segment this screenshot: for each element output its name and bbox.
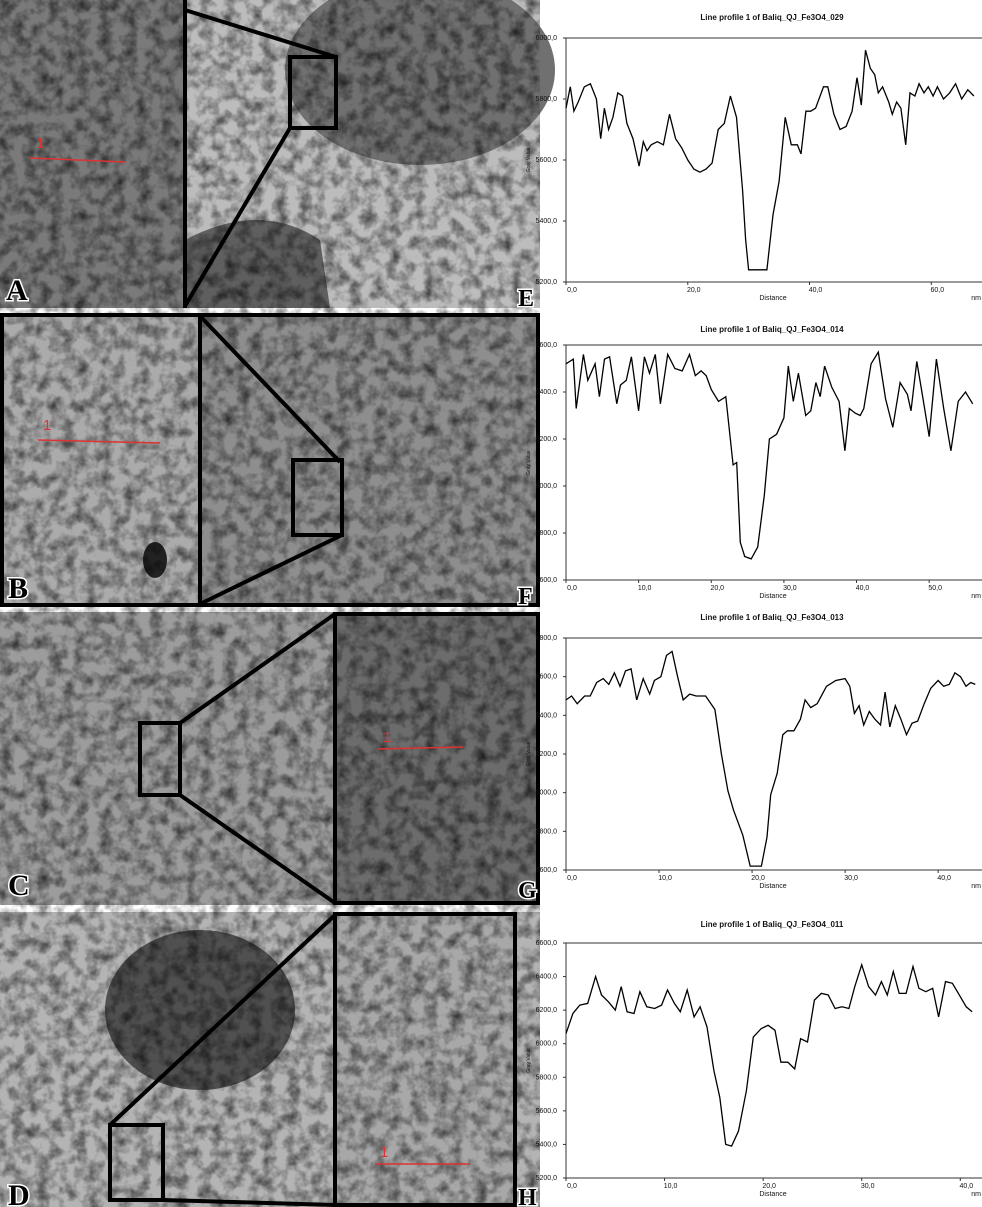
x-axis-label: Distance bbox=[759, 883, 786, 890]
micrographs: 1 1 1 1 A B C D bbox=[0, 0, 555, 1207]
y-tick-label: 5400,0 bbox=[536, 218, 558, 225]
y-tick-label: 5200,0 bbox=[536, 279, 558, 286]
panel-label: B bbox=[8, 572, 28, 605]
y-axis-label: Gray Value bbox=[526, 147, 532, 172]
y-tick-label: 6400,0 bbox=[536, 389, 558, 396]
x-tick-label: 0,0 bbox=[567, 287, 577, 294]
y-axis-label: Gray Value bbox=[526, 741, 532, 766]
x-tick-label: 20,0 bbox=[710, 585, 724, 592]
x-tick-label: 30,0 bbox=[783, 585, 797, 592]
x-axis-label: Distance bbox=[759, 295, 786, 302]
y-tick-label: 6600,0 bbox=[536, 342, 558, 349]
y-tick-label: 5400,0 bbox=[536, 1141, 558, 1148]
chart-title: Line profile 1 of Baliq_QJ_Fe3O4_013 bbox=[700, 613, 844, 622]
x-axis-label: Distance bbox=[759, 593, 786, 600]
plot-frame bbox=[566, 943, 982, 1178]
x-unit: nm bbox=[971, 883, 981, 890]
x-tick-label: 0,0 bbox=[567, 585, 577, 592]
profile-line bbox=[566, 652, 975, 867]
y-tick-label: 5800,0 bbox=[536, 530, 558, 537]
chart-title: Line profile 1 of Baliq_QJ_Fe3O4_011 bbox=[701, 920, 844, 929]
panel-label: D bbox=[8, 1179, 30, 1207]
panel-label: E bbox=[518, 286, 534, 312]
y-tick-label: 6000,0 bbox=[536, 1041, 558, 1048]
y-tick-label: 5800,0 bbox=[536, 828, 558, 835]
x-tick-label: 60,0 bbox=[930, 287, 944, 294]
profile-line bbox=[566, 352, 973, 559]
x-tick-label: 10,0 bbox=[638, 585, 652, 592]
x-tick-label: 40,0 bbox=[959, 1183, 973, 1190]
y-axis-label: Gray Value bbox=[526, 450, 532, 475]
y-tick-label: 5600,0 bbox=[536, 577, 558, 584]
x-tick-label: 40,0 bbox=[937, 875, 951, 882]
y-tick-label: 5600,0 bbox=[536, 157, 558, 164]
y-tick-label: 6000,0 bbox=[536, 35, 558, 42]
x-unit: nm bbox=[971, 593, 981, 600]
x-tick-label: 10,0 bbox=[658, 875, 672, 882]
x-tick-label: 40,0 bbox=[856, 585, 870, 592]
plot-frame bbox=[566, 38, 982, 282]
y-tick-label: 5200,0 bbox=[536, 1175, 558, 1182]
plot-frame bbox=[566, 638, 982, 870]
y-tick-label: 6000,0 bbox=[536, 790, 558, 797]
x-tick-label: 30,0 bbox=[844, 875, 858, 882]
x-unit: nm bbox=[971, 1191, 981, 1198]
panel-label: A bbox=[6, 274, 28, 307]
page: {"panels":{"labels":["A","B","C","D"],"c… bbox=[0, 0, 982, 1207]
y-tick-label: 6600,0 bbox=[536, 940, 558, 947]
y-tick-label: 6200,0 bbox=[536, 436, 558, 443]
x-tick-label: 10,0 bbox=[664, 1183, 678, 1190]
y-tick-label: 6400,0 bbox=[536, 974, 558, 981]
profile-marker: 1 bbox=[43, 417, 51, 434]
panel-label: G bbox=[518, 878, 537, 904]
profile-line bbox=[566, 965, 972, 1146]
x-tick-label: 30,0 bbox=[861, 1183, 875, 1190]
panel-label: F bbox=[518, 584, 533, 610]
x-tick-label: 20,0 bbox=[762, 1183, 776, 1190]
profile-marker: 1 bbox=[380, 1144, 388, 1161]
y-tick-label: 6200,0 bbox=[536, 1007, 558, 1014]
figure: 1 1 1 1 A B C D E F G H Line profile 1 o… bbox=[0, 0, 982, 1207]
x-axis-label: Distance bbox=[759, 1191, 786, 1198]
y-tick-label: 5800,0 bbox=[536, 1074, 558, 1081]
x-tick-label: 0,0 bbox=[567, 1183, 577, 1190]
profile-line bbox=[566, 50, 974, 270]
panel-label: H bbox=[518, 1185, 537, 1207]
x-tick-label: 40,0 bbox=[809, 287, 823, 294]
y-tick-label: 5600,0 bbox=[536, 867, 558, 874]
y-tick-label: 5800,0 bbox=[536, 96, 558, 103]
y-tick-label: 5600,0 bbox=[536, 1108, 558, 1115]
x-unit: nm bbox=[971, 295, 981, 302]
x-tick-label: 20,0 bbox=[751, 875, 765, 882]
chart-title: Line profile 1 of Baliq_QJ_Fe3O4_014 bbox=[700, 325, 844, 334]
y-tick-label: 6000,0 bbox=[536, 483, 558, 490]
panel-label: C bbox=[8, 869, 30, 902]
y-tick-label: 6600,0 bbox=[536, 674, 558, 681]
profile-marker: 1 bbox=[36, 135, 44, 152]
chart-title: Line profile 1 of Baliq_QJ_Fe3O4_029 bbox=[700, 13, 844, 22]
profile-marker: 1 bbox=[383, 729, 391, 746]
y-axis-label: Gray Value bbox=[526, 1048, 532, 1073]
x-tick-label: 50,0 bbox=[928, 585, 942, 592]
x-tick-label: 20,0 bbox=[687, 287, 701, 294]
y-tick-label: 6200,0 bbox=[536, 751, 558, 758]
x-tick-label: 0,0 bbox=[567, 875, 577, 882]
y-tick-label: 6800,0 bbox=[536, 635, 558, 642]
y-tick-label: 6400,0 bbox=[536, 712, 558, 719]
